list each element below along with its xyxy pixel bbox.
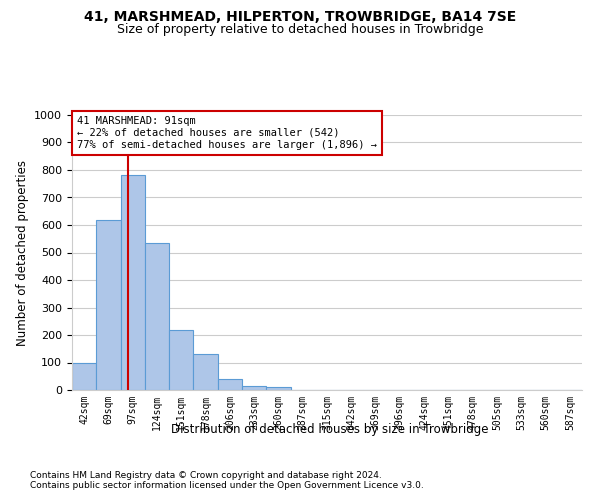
Bar — [145, 243, 169, 390]
Bar — [266, 387, 290, 390]
Text: Size of property relative to detached houses in Trowbridge: Size of property relative to detached ho… — [117, 22, 483, 36]
Bar — [169, 330, 193, 390]
Text: 41, MARSHMEAD, HILPERTON, TROWBRIDGE, BA14 7SE: 41, MARSHMEAD, HILPERTON, TROWBRIDGE, BA… — [84, 10, 516, 24]
Text: Distribution of detached houses by size in Trowbridge: Distribution of detached houses by size … — [171, 422, 489, 436]
Text: 41 MARSHMEAD: 91sqm
← 22% of detached houses are smaller (542)
77% of semi-detac: 41 MARSHMEAD: 91sqm ← 22% of detached ho… — [77, 116, 377, 150]
Y-axis label: Number of detached properties: Number of detached properties — [16, 160, 29, 346]
Text: Contains HM Land Registry data © Crown copyright and database right 2024.: Contains HM Land Registry data © Crown c… — [30, 471, 382, 480]
Bar — [96, 220, 121, 390]
Bar — [121, 176, 145, 390]
Bar — [193, 354, 218, 390]
Bar — [242, 386, 266, 390]
Bar — [218, 379, 242, 390]
Text: Contains public sector information licensed under the Open Government Licence v3: Contains public sector information licen… — [30, 481, 424, 490]
Bar — [72, 362, 96, 390]
